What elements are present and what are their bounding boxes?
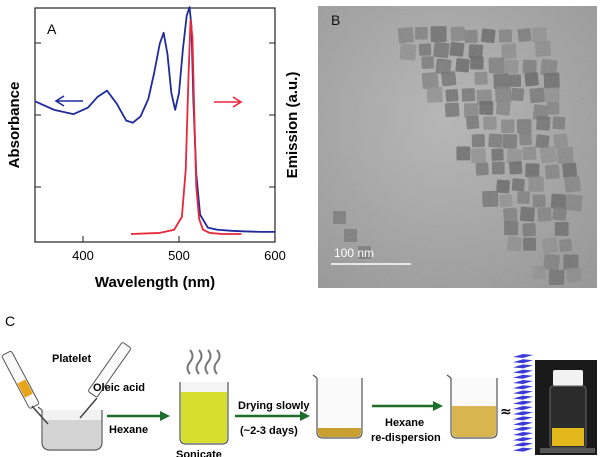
platelet-layer <box>513 406 533 410</box>
platelet-layer <box>513 432 533 436</box>
platelet-layer <box>513 447 533 452</box>
platelet-layer <box>513 380 533 384</box>
drying-label-line2: (~2-3 days) <box>240 425 298 437</box>
platelet-layer <box>513 426 533 431</box>
platelet-layer <box>513 354 533 358</box>
beaker-2-icon <box>179 382 229 445</box>
arrow-1-icon <box>107 411 170 421</box>
platelet-layer <box>513 421 533 426</box>
process-schematic: C Platelet Oleic acid Hexane Sonicate Dr… <box>1 313 597 457</box>
beaker-3-icon <box>312 374 363 439</box>
platelet-layer <box>513 359 533 364</box>
drying-label-line1: Drying slowly <box>238 400 310 412</box>
platelet-layer <box>513 374 533 379</box>
oleic-acid-syringe-icon <box>79 342 132 419</box>
platelet-stack-icon <box>513 354 533 452</box>
hexane-redispersion-label-1: Hexane <box>385 417 424 429</box>
platelet-layer <box>513 385 533 390</box>
absorbance-line <box>34 6 275 233</box>
beaker-1-icon <box>37 406 103 451</box>
oleic-acid-label: Oleic acid <box>93 382 145 394</box>
x-tick-label: 400 <box>72 248 94 263</box>
platelet-layer <box>513 400 533 405</box>
approx-symbol: ≈ <box>500 404 512 420</box>
scale-bar-label: 100 nm <box>334 246 375 260</box>
beaker-4-icon <box>446 374 498 439</box>
platelet-label: Platelet <box>52 353 91 365</box>
x-axis-label: Wavelength (nm) <box>95 274 215 291</box>
arrow-2-icon <box>235 411 310 421</box>
platelet-layer <box>513 369 533 374</box>
platelet-layer <box>513 364 533 369</box>
platelet-layer <box>513 416 533 421</box>
panel-b-label: B <box>331 12 341 28</box>
y-axis-label-right: Emission (a.u.) <box>284 72 300 179</box>
platelet-layer <box>513 437 533 442</box>
platelet-layer <box>513 395 533 400</box>
spectra-chart: 400 500 600 A Wavelength (nm) Absorbance E… <box>6 6 300 291</box>
emission-line <box>130 19 242 235</box>
panel-c-label: C <box>5 313 15 329</box>
y-axis-label-left: Absorbance <box>6 82 23 169</box>
left-arrow-icon <box>54 95 83 107</box>
plot-frame <box>34 7 276 243</box>
sonicate-label: Sonicate <box>176 449 222 457</box>
right-arrow-icon <box>214 96 243 108</box>
hexane-redispersion-label-2: re-dispersion <box>371 432 441 444</box>
arrow-3-icon <box>372 401 443 411</box>
platelet-syringe-icon <box>1 350 49 425</box>
x-tick-label: 600 <box>264 248 286 263</box>
panel-a-label: A <box>47 21 57 37</box>
platelet-layer <box>513 390 533 395</box>
tem-micrograph <box>318 6 597 288</box>
x-tick-label: 500 <box>168 248 190 263</box>
vial-photo <box>535 360 597 455</box>
platelet-layer <box>513 411 533 416</box>
tem-image: B 100 nm <box>318 6 597 288</box>
sonication-waves-icon <box>186 349 221 375</box>
hexane-label: Hexane <box>109 424 148 436</box>
platelet-layer <box>513 442 533 447</box>
